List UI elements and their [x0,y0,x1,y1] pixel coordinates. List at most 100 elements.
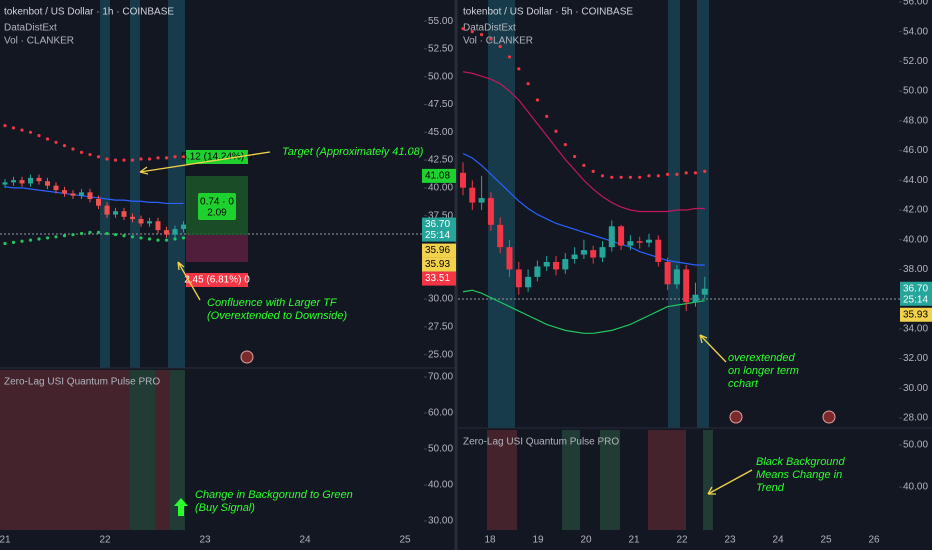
ma-dot [88,230,92,234]
ma-line [4,186,184,205]
y-tick-label: 38.00 [903,264,928,275]
osc-tick-label: 70.00 [428,372,453,383]
ma-dot [156,156,160,160]
ma-dot [526,82,530,86]
y-tick-label: 40.00 [903,234,928,245]
event-icon [729,410,743,424]
candle-body [28,177,33,184]
ma-dot [480,33,484,37]
annotation: overextended [728,352,796,364]
ma-dot [563,142,567,147]
indicator-label: DataDistExt [4,23,57,34]
ma-dot [647,174,651,178]
candle-body [543,262,550,267]
stop-label: 2.45 (6.81%) 0 [184,275,250,286]
osc-zone [487,430,517,530]
ma-dot [62,234,67,238]
ma-dot [3,124,7,128]
y-tick-label: 32.00 [903,353,928,364]
ma-dot [693,171,698,175]
y-tick-label: 37.50 [428,210,453,221]
x-tick-label: 19 [532,535,544,546]
candle-body [664,262,671,285]
ma-dot [656,174,660,178]
ma-dot [638,175,642,179]
candle-body [469,187,476,203]
band [100,0,110,368]
ma-dot [173,237,177,241]
ma-dot [147,237,152,241]
candle-body [655,239,662,263]
y-tick-label: 50.00 [903,86,928,97]
event-icon [240,350,254,364]
annotation: (Overextended to Downside) [207,310,347,322]
arrows [139,151,753,495]
x-tick-label: 23 [199,535,211,546]
y-tick-label: 28.00 [903,413,928,424]
x-tick-label: 23 [724,535,736,546]
candle-body [562,259,569,270]
x-tick-label: 24 [772,535,784,546]
ma-dot [517,67,521,71]
ma-dot [71,147,75,151]
candle-body [79,192,84,196]
band [130,0,140,368]
candle-body [70,193,76,196]
ma-dot [105,157,109,161]
osc-zone [155,370,170,530]
osc-zone [0,370,130,530]
ma-dot [54,140,58,144]
ma-dot [139,236,143,240]
candle-body [172,229,178,235]
ma-line [462,289,705,334]
annotation: Means Change in [756,469,842,481]
price-label-box [422,257,456,272]
candle-body [571,254,578,260]
candle-body [506,247,513,270]
ma-dot [54,235,58,239]
candle-body [130,216,135,220]
countdown: 25:14 [425,230,450,241]
candle-body [599,247,606,258]
candle-body [11,180,16,183]
candle-body [96,199,101,206]
candle-body [673,269,680,285]
candle-body [121,211,127,217]
candle-body [138,219,144,224]
candle-body [164,230,169,235]
ma-dot [498,44,502,49]
ma-dot [45,236,50,240]
price-label-box [422,243,456,258]
ma-dot [113,232,118,237]
band [168,0,185,368]
y-tick-label: 46.00 [903,145,928,156]
ma-dot [470,30,474,34]
candle-body [692,294,699,303]
annotation: Black Background [756,456,846,468]
ratio-label: 0.74 · 0 [200,197,234,208]
y-tick-label: 30.00 [903,383,928,394]
candle-body [487,198,494,225]
ma-dot [582,163,586,168]
indicator-label: Vol · CLANKER [4,36,74,47]
candle-body [627,241,634,246]
ma-dot [173,155,177,159]
ma-dot [164,238,169,242]
chart-title: tokenbot / US Dollar · 5h · COINBASE [463,7,633,18]
candle-body [515,269,522,288]
ma-dot [545,114,549,118]
ma-dot [79,150,84,154]
y-tick-label: 30.00 [428,294,453,305]
ma-dot [130,235,135,239]
y-tick-label: 25.00 [428,349,453,360]
target-label: 5.12 (14.24%) 0 [181,152,253,163]
ma-dot [105,231,109,236]
candle-body [553,262,559,270]
band [697,0,709,428]
ma-dot [181,155,186,159]
ma-dot [675,172,679,176]
y-tick-label: 54.00 [903,26,928,37]
candle-body [19,180,25,184]
price-label-box [900,281,932,296]
